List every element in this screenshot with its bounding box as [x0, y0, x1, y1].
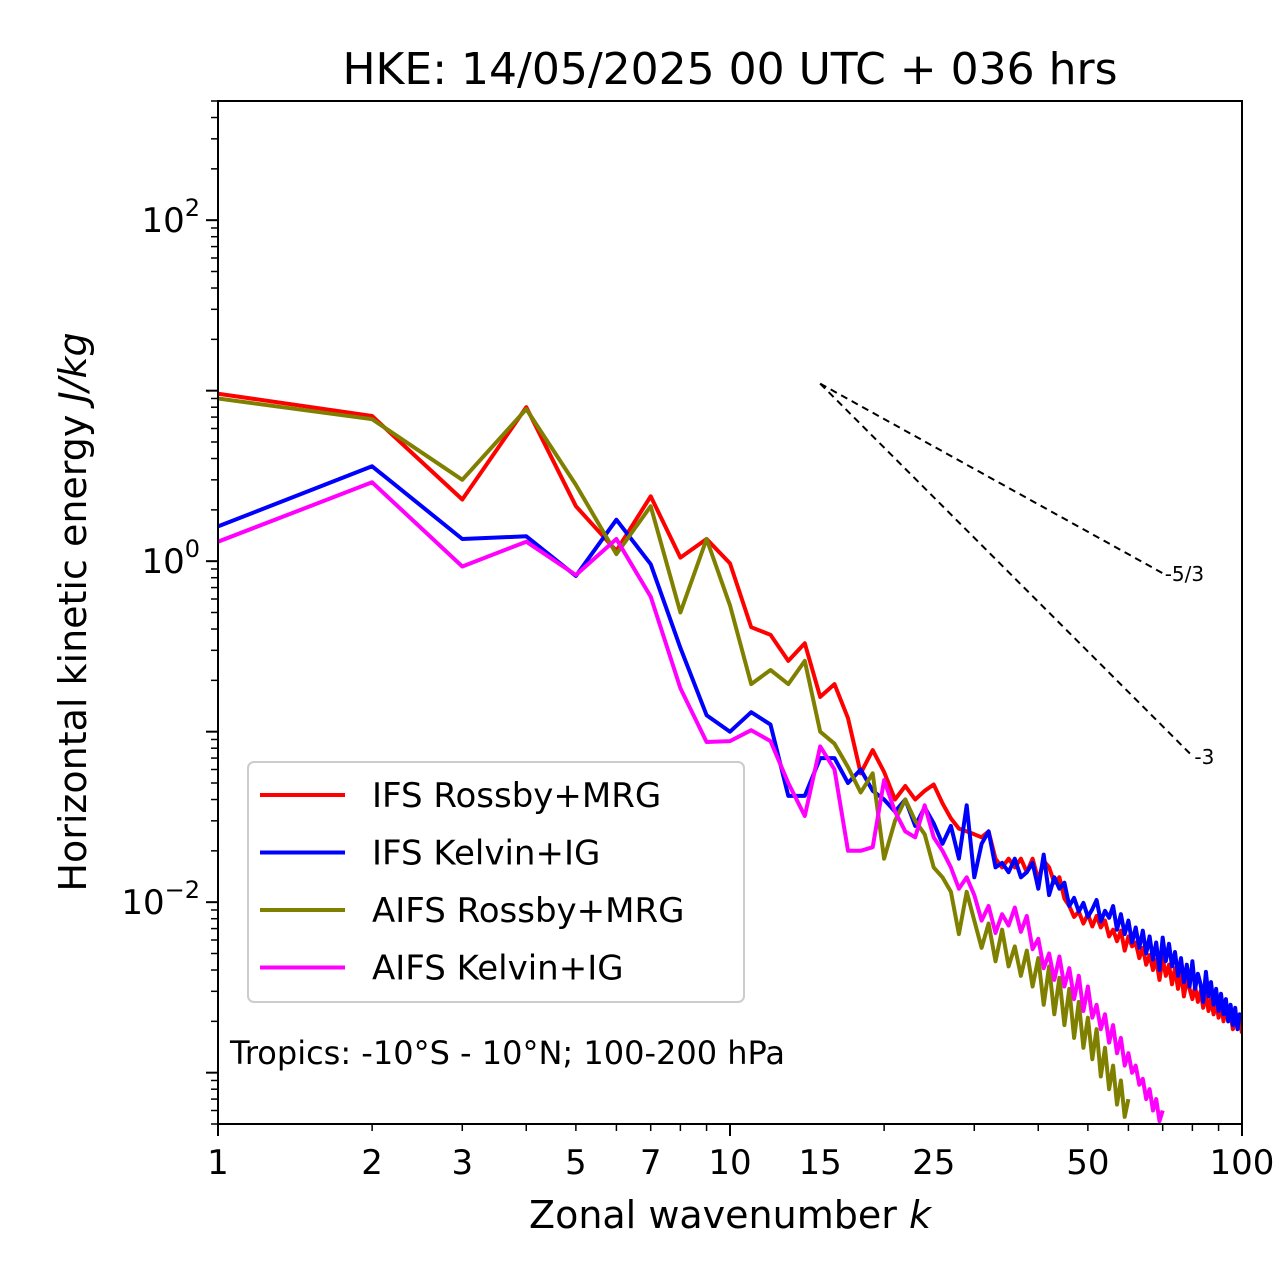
- series-group: [218, 391, 1242, 1124]
- slope-label-1: -5/3: [1165, 562, 1204, 586]
- slope-line-1: [819, 382, 1164, 575]
- legend-label-ifs-rossby-mrg: IFS Rossby+MRG: [372, 776, 661, 816]
- x-axis-label: Zonal wavenumber k: [529, 1193, 933, 1237]
- series-line-aifs-kelvin-ig: [218, 480, 1165, 1124]
- legend-label-aifs-kelvin-ig: AIFS Kelvin+IG: [372, 949, 624, 989]
- series-line-aifs-rossby-mrg: [218, 396, 1131, 1119]
- chart-title: HKE: 14/05/2025 00 UTC + 036 hrs: [342, 44, 1117, 95]
- reference-slopes: -5/3 -3: [819, 382, 1214, 769]
- x-tick-label: 5: [565, 1143, 587, 1183]
- legend-label-ifs-kelvin-ig: IFS Kelvin+IG: [372, 834, 600, 874]
- y-axis-ticks: 102 100 10−2: [121, 100, 218, 1125]
- x-tick-label: 7: [640, 1143, 662, 1183]
- y-axis-label-unit: J/kg: [51, 332, 95, 409]
- y-tick-label: 102: [141, 194, 200, 241]
- x-tick-label: 2: [361, 1143, 383, 1183]
- legend-label-aifs-rossby-mrg: AIFS Rossby+MRG: [372, 891, 684, 931]
- x-tick-label: 1: [207, 1143, 229, 1183]
- x-tick-label: 3: [451, 1143, 473, 1183]
- x-tick-label: 100: [1210, 1143, 1275, 1183]
- x-tick-label: 10: [708, 1143, 751, 1183]
- slope-label-2: -3: [1194, 745, 1214, 769]
- x-axis-label-variable: k: [909, 1193, 933, 1237]
- x-axis-label-text: Zonal wavenumber: [529, 1193, 909, 1237]
- legend: IFS Rossby+MRG IFS Kelvin+IG AIFS Rossby+M…: [247, 761, 745, 1003]
- y-tick-label: 100: [141, 535, 200, 582]
- x-axis-ticks: 1 2 3 5 7 10 15 25 50 100: [207, 1124, 1274, 1183]
- y-tick-label: 10−2: [121, 876, 200, 923]
- legend-box: [247, 761, 745, 1003]
- y-axis-label: Horizontal kinetic energy J/kg: [51, 332, 95, 891]
- y-axis-label-text: Horizontal kinetic energy: [51, 403, 95, 892]
- x-tick-label: 50: [1066, 1143, 1109, 1183]
- x-tick-label: 25: [912, 1143, 955, 1183]
- region-annotation: Tropics: -10°S - 10°N; 100-200 hPa: [229, 1034, 785, 1072]
- slope-line-2: [819, 382, 1194, 757]
- x-tick-label: 15: [799, 1143, 842, 1183]
